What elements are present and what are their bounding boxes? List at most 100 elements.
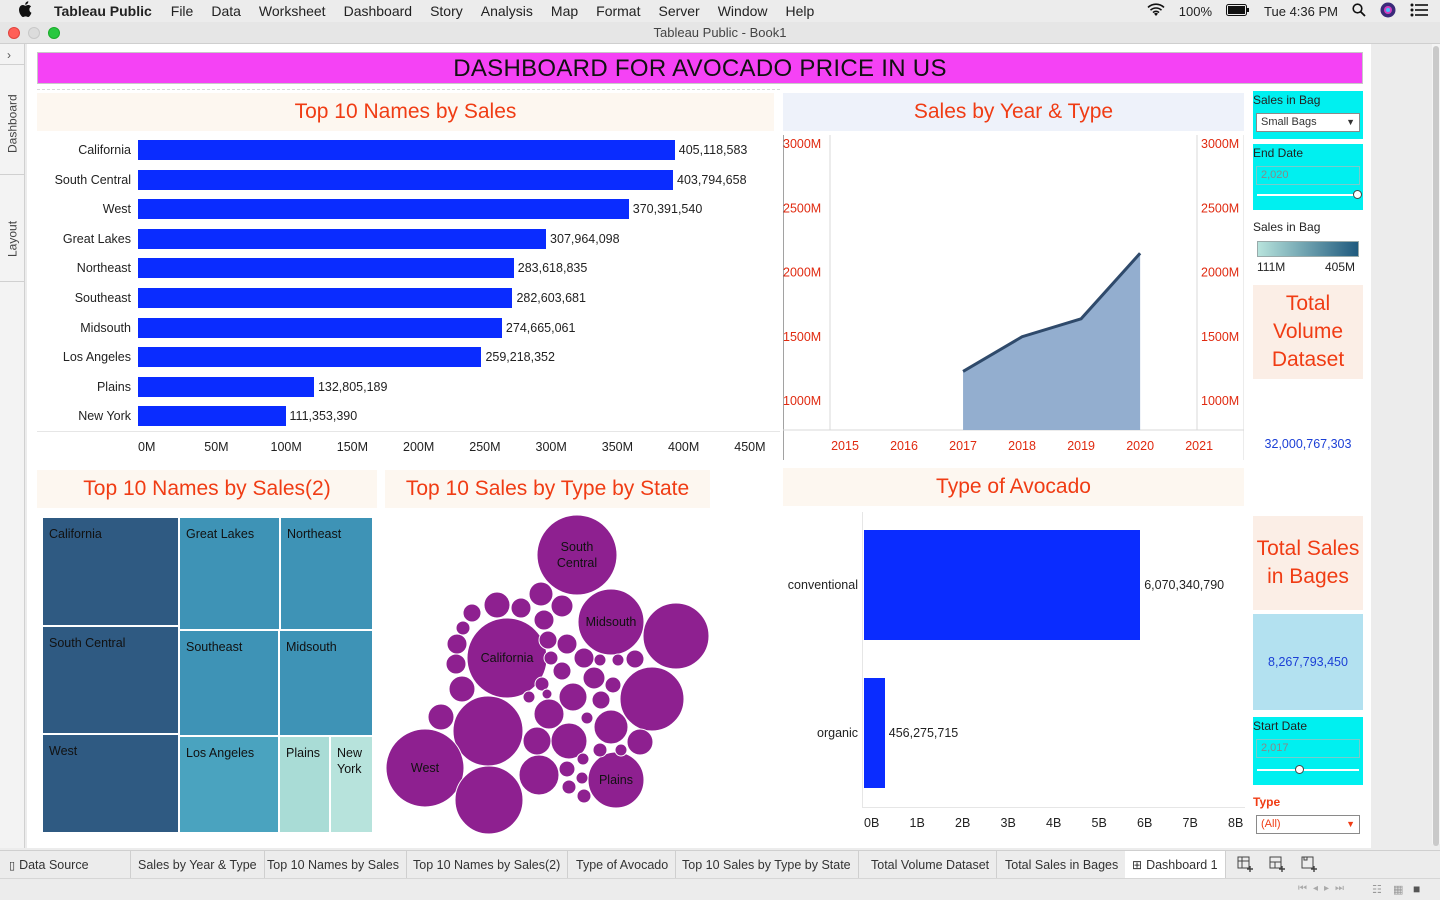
bubble-mark	[573, 647, 595, 669]
bar-mark[interactable]	[138, 199, 629, 220]
tab-dashboard-1[interactable]: ⊞ Dashboard 1	[1125, 851, 1226, 879]
tab-top10-sales2[interactable]: Top 10 Names by Sales(2)	[406, 851, 569, 879]
sheet-title-top10-state[interactable]: Top 10 Sales by Type by State	[385, 470, 710, 508]
vertical-scrollbar[interactable]	[1432, 44, 1440, 846]
menu-story[interactable]: Story	[430, 3, 463, 19]
sales-year-type-area-chart[interactable]: 1000M 1500M 2000M 2500M 3000M 1000M 1500M 2000M…	[783, 135, 1244, 460]
bubble-label: West	[411, 761, 440, 775]
end-date-input[interactable]: 2,020	[1256, 166, 1360, 185]
menu-analysis[interactable]: Analysis	[480, 3, 533, 19]
sheet-title-type-avocado[interactable]: Type of Avocado	[783, 468, 1244, 506]
siri-icon[interactable]	[1380, 2, 1396, 21]
tab-layout-side[interactable]: Layout	[5, 220, 20, 258]
sheet-title-sales-year-type[interactable]: Sales by Year & Type	[783, 93, 1244, 131]
bar-mark[interactable]	[138, 169, 674, 190]
end-date-slider-track[interactable]	[1257, 194, 1359, 196]
menu-window[interactable]: Window	[717, 3, 768, 19]
tabs-view-icon[interactable]: ■	[1413, 882, 1421, 896]
new-dashboard-icon[interactable]	[1269, 856, 1285, 877]
start-date-filter: Start Date 2,017	[1253, 717, 1363, 785]
start-date-slider-knob[interactable]	[1295, 765, 1305, 774]
sales-in-bag-dropdown[interactable]: Small Bags ▼	[1256, 113, 1360, 132]
bar-mark[interactable]	[138, 406, 286, 427]
treemap-cell[interactable]: South Central	[42, 626, 179, 734]
treemap-cell[interactable]: New York	[330, 736, 373, 833]
sheet-nav-arrows-icon[interactable]: ⏮◂▸⏭	[1298, 883, 1351, 894]
bar-mark[interactable]	[138, 288, 513, 308]
menu-server[interactable]: Server	[658, 3, 700, 19]
new-worksheet-icon[interactable]	[1237, 856, 1253, 877]
x-tick-label: 350M	[601, 440, 634, 454]
type-dropdown[interactable]: (All) ▼	[1256, 815, 1360, 834]
start-date-input[interactable]: 2,017	[1256, 739, 1360, 758]
start-date-slider-track[interactable]	[1257, 769, 1359, 771]
chevron-right-icon[interactable]: ›	[7, 48, 11, 62]
top10-state-bubble-chart[interactable]: South Central Midsouth California West Plains	[385, 512, 715, 842]
scrollbar-thumb[interactable]	[1433, 46, 1439, 846]
dropdown-arrow-icon[interactable]: ▼	[1346, 117, 1355, 127]
treemap-cell[interactable]: Great Lakes	[179, 517, 280, 630]
grid-view-icon[interactable]: ☷	[1372, 884, 1382, 896]
zoom-window-button[interactable]	[48, 27, 60, 39]
type-bar-mark[interactable]	[864, 678, 885, 788]
canvas-margin	[1372, 44, 1432, 848]
minimize-window-button[interactable]	[28, 27, 40, 39]
dashboard-header: DASHBOARD FOR AVOCADO PRICE IN US	[37, 52, 1363, 84]
treemap-cell[interactable]: Northeast	[280, 517, 373, 630]
bubble-mark	[541, 688, 553, 700]
menu-format[interactable]: Format	[596, 3, 641, 19]
menu-help[interactable]: Help	[785, 3, 815, 19]
notification-center-icon[interactable]	[1410, 3, 1428, 20]
bar-mark[interactable]	[138, 376, 314, 397]
tab-top10-sales[interactable]: Top 10 Names by Sales	[260, 851, 408, 879]
apple-icon[interactable]	[18, 1, 42, 21]
bar-mark[interactable]	[138, 140, 675, 160]
tab-dashboard-side[interactable]: Dashboard	[5, 94, 20, 154]
sales-in-bag-filter: Sales in Bag Small Bags ▼	[1253, 91, 1363, 139]
bubble-mark	[614, 743, 628, 757]
menu-dashboard[interactable]: Dashboard	[343, 3, 413, 19]
bubble-mark	[448, 675, 476, 703]
menu-data[interactable]: Data	[211, 3, 241, 19]
close-window-button[interactable]	[8, 27, 20, 39]
bubble-mark	[427, 703, 455, 731]
clock[interactable]: Tue 4:36 PM	[1264, 3, 1338, 19]
menu-file[interactable]: File	[170, 3, 194, 19]
sheet-title-top10-sales[interactable]: Top 10 Names by Sales	[37, 93, 774, 131]
tab-sales-year-type[interactable]: Sales by Year & Type	[131, 851, 265, 879]
treemap-cell[interactable]: California	[42, 517, 179, 626]
end-date-slider-knob[interactable]	[1353, 190, 1362, 199]
search-icon[interactable]	[1352, 2, 1366, 20]
battery-icon[interactable]	[1226, 3, 1250, 19]
treemap-cell[interactable]: Plains	[279, 736, 330, 833]
sheet-title-top10-sales2[interactable]: Top 10 Names by Sales(2)	[37, 470, 377, 508]
window-title: Tableau Public - Book1	[653, 25, 787, 40]
bar-mark[interactable]	[138, 228, 547, 249]
tab-type-avocado[interactable]: Type of Avocado	[569, 851, 677, 879]
dropdown-arrow-icon[interactable]: ▼	[1346, 819, 1355, 829]
divider	[37, 89, 780, 90]
new-story-icon[interactable]	[1301, 856, 1317, 877]
tab-total-volume[interactable]: Total Volume Dataset	[864, 851, 998, 879]
x-tick-label: 50M	[204, 440, 229, 454]
tab-total-sales-bags[interactable]: Total Sales in Bages	[998, 851, 1127, 879]
menu-map[interactable]: Map	[550, 3, 579, 19]
treemap-cell[interactable]: West	[42, 734, 179, 833]
bubble-mark	[452, 695, 524, 767]
treemap-cell[interactable]: Midsouth	[279, 630, 373, 736]
treemap-cell[interactable]: Los Angeles	[179, 736, 279, 833]
sales-color-legend[interactable]	[1257, 241, 1359, 257]
filmstrip-view-icon[interactable]: ▦	[1393, 884, 1404, 896]
tab-top10-state[interactable]: Top 10 Sales by Type by State	[675, 851, 859, 879]
bubble-mark	[533, 609, 555, 631]
bar-mark[interactable]	[138, 347, 482, 368]
bar-mark[interactable]	[138, 317, 502, 338]
bar-mark[interactable]	[138, 258, 514, 279]
tab-data-source[interactable]: ▯ Data Source	[0, 851, 131, 879]
app-name[interactable]: Tableau Public	[54, 3, 152, 19]
menu-worksheet[interactable]: Worksheet	[258, 3, 326, 19]
bubble-mark	[561, 779, 577, 795]
wifi-icon[interactable]	[1147, 2, 1165, 20]
treemap-cell[interactable]: Southeast	[179, 630, 279, 736]
type-bar-mark[interactable]	[864, 530, 1141, 640]
